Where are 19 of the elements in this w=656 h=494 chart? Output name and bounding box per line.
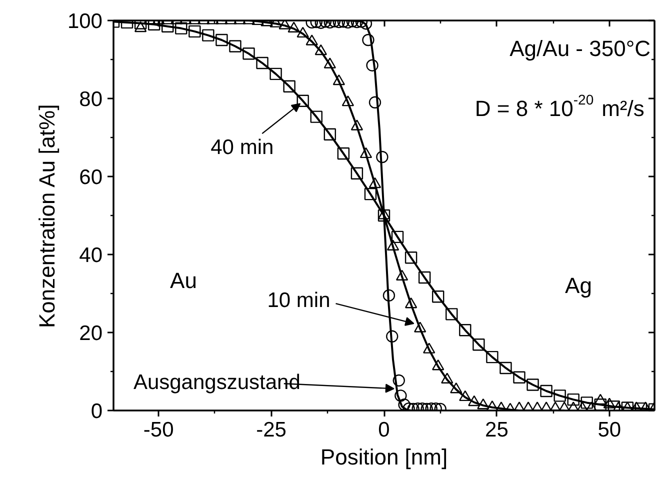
x-tick-label: 50 — [598, 418, 622, 442]
y-tick-label: 60 — [79, 166, 102, 189]
annotation: 40 min — [210, 136, 274, 160]
annotation: Au — [170, 268, 197, 293]
annotation: Ausgangszustand — [133, 371, 300, 394]
x-tick-label: 0 — [378, 418, 390, 442]
y-axis-title: Konzentration Au [at%] — [34, 104, 60, 328]
x-tick-label: 25 — [485, 418, 508, 442]
y-tick-label: 80 — [79, 88, 102, 111]
annotation: Ag/Au - 350°C — [510, 36, 651, 61]
y-tick-label: 0 — [90, 400, 103, 423]
x-axis-title: Position [nm] — [320, 444, 448, 470]
y-tick-label: 100 — [67, 10, 103, 33]
y-tick-label: 40 — [79, 244, 102, 267]
x-tick-label: -25 — [256, 418, 286, 442]
annotation: 10 min — [267, 289, 330, 312]
x-tick-label: -50 — [143, 418, 174, 442]
y-tick-label: 20 — [79, 322, 102, 345]
annotation: Ag — [565, 273, 592, 298]
